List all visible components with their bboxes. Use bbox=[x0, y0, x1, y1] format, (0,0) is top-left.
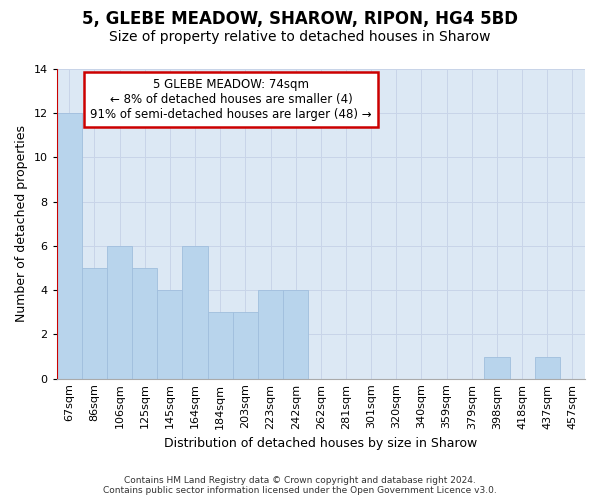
Text: 5, GLEBE MEADOW, SHAROW, RIPON, HG4 5BD: 5, GLEBE MEADOW, SHAROW, RIPON, HG4 5BD bbox=[82, 10, 518, 28]
Bar bbox=[157, 290, 182, 378]
Text: 5 GLEBE MEADOW: 74sqm
← 8% of detached houses are smaller (4)
91% of semi-detach: 5 GLEBE MEADOW: 74sqm ← 8% of detached h… bbox=[90, 78, 372, 122]
Bar bbox=[57, 113, 82, 378]
Bar bbox=[182, 246, 208, 378]
Bar bbox=[82, 268, 107, 378]
Text: Size of property relative to detached houses in Sharow: Size of property relative to detached ho… bbox=[109, 30, 491, 44]
Bar bbox=[132, 268, 157, 378]
Bar bbox=[107, 246, 132, 378]
Bar bbox=[233, 312, 258, 378]
Bar bbox=[535, 356, 560, 378]
Bar bbox=[208, 312, 233, 378]
Y-axis label: Number of detached properties: Number of detached properties bbox=[15, 126, 28, 322]
Bar bbox=[484, 356, 509, 378]
X-axis label: Distribution of detached houses by size in Sharow: Distribution of detached houses by size … bbox=[164, 437, 478, 450]
Bar bbox=[258, 290, 283, 378]
Bar bbox=[283, 290, 308, 378]
Text: Contains HM Land Registry data © Crown copyright and database right 2024.
Contai: Contains HM Land Registry data © Crown c… bbox=[103, 476, 497, 495]
